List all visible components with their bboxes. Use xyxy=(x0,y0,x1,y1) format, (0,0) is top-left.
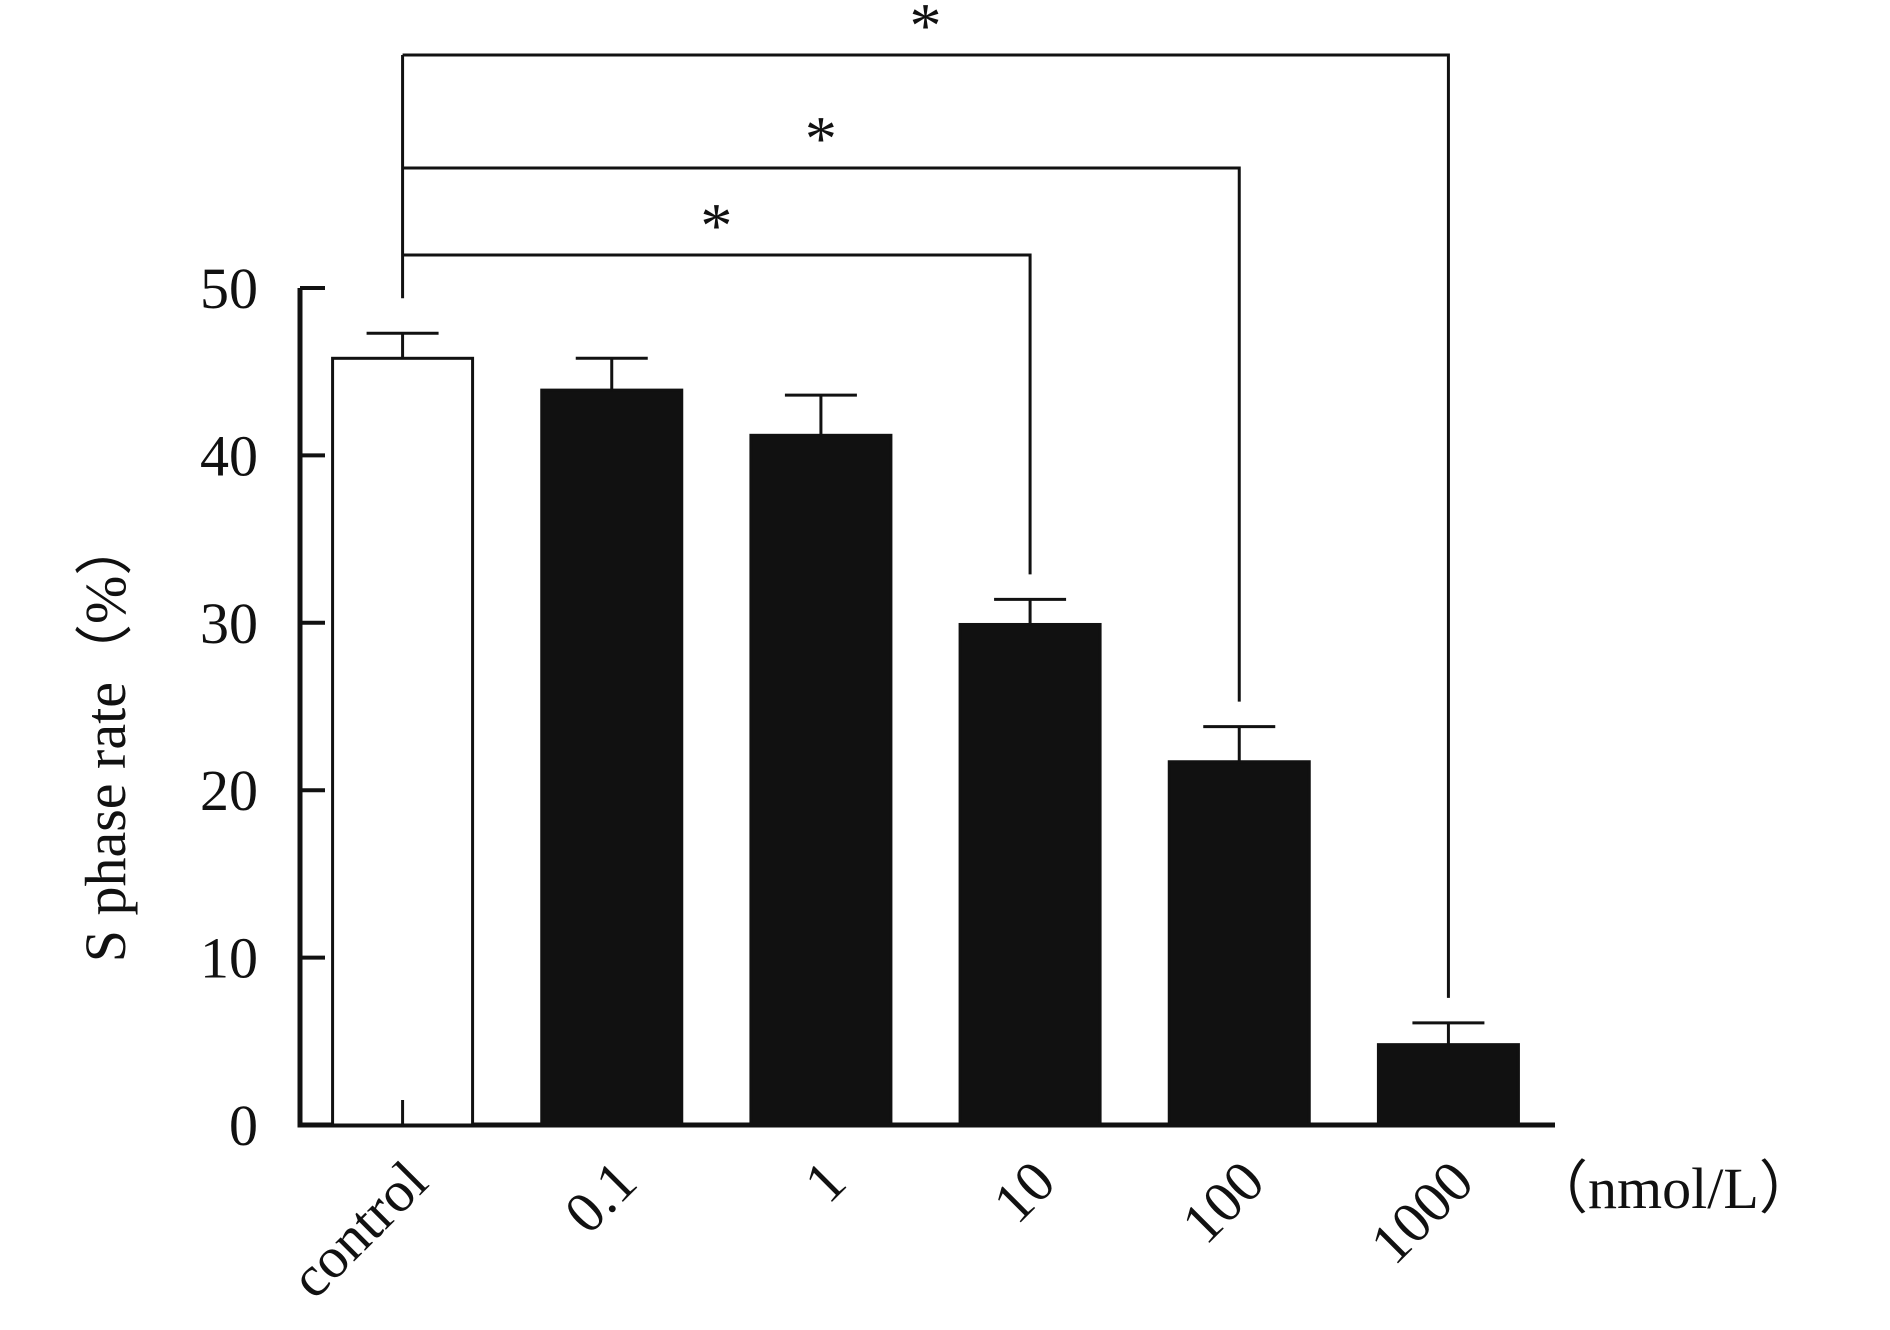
x-tick-label: 1 xyxy=(792,1148,858,1214)
bars: control 0.1 1 10 100 1000 xyxy=(278,356,1520,1310)
labels: S phase rate（%） （nmol/L） xyxy=(73,518,1817,1221)
x-tick-label: control xyxy=(278,1148,440,1310)
bar xyxy=(749,433,893,1127)
y-axis-title: S phase rate（%） xyxy=(73,518,138,963)
y-tick-label: 30 xyxy=(200,591,258,656)
y-tick-label: 20 xyxy=(200,758,258,823)
y-tick-label: 10 xyxy=(200,926,258,991)
axes: 0 10 20 30 40 50 xyxy=(200,256,1555,1158)
y-tick-label: 40 xyxy=(200,423,258,488)
x-tick-label: 0.1 xyxy=(552,1148,649,1245)
x-tick-label: 100 xyxy=(1169,1148,1276,1255)
x-axis-unit-label: （nmol/L） xyxy=(1530,1156,1817,1221)
bar xyxy=(958,622,1102,1127)
significance-brackets: * * * xyxy=(401,0,1450,998)
y-tick-label: 0 xyxy=(229,1093,258,1158)
significance-star: * xyxy=(805,103,837,174)
significance-bracket xyxy=(402,53,1450,998)
significance-star: * xyxy=(700,190,732,261)
x-tick-label: 1000 xyxy=(1358,1148,1486,1276)
x-tick-label: 10 xyxy=(980,1148,1067,1235)
bar xyxy=(331,356,475,1127)
significance-bracket xyxy=(402,166,1241,702)
significance-bracket xyxy=(402,253,1032,575)
bar xyxy=(1376,1043,1520,1127)
significance-star: * xyxy=(910,0,942,61)
bar xyxy=(1167,760,1311,1127)
error-bars xyxy=(366,331,1485,1125)
y-tick-label: 50 xyxy=(200,256,258,321)
bar xyxy=(540,388,684,1127)
axis-line xyxy=(297,288,1555,1128)
